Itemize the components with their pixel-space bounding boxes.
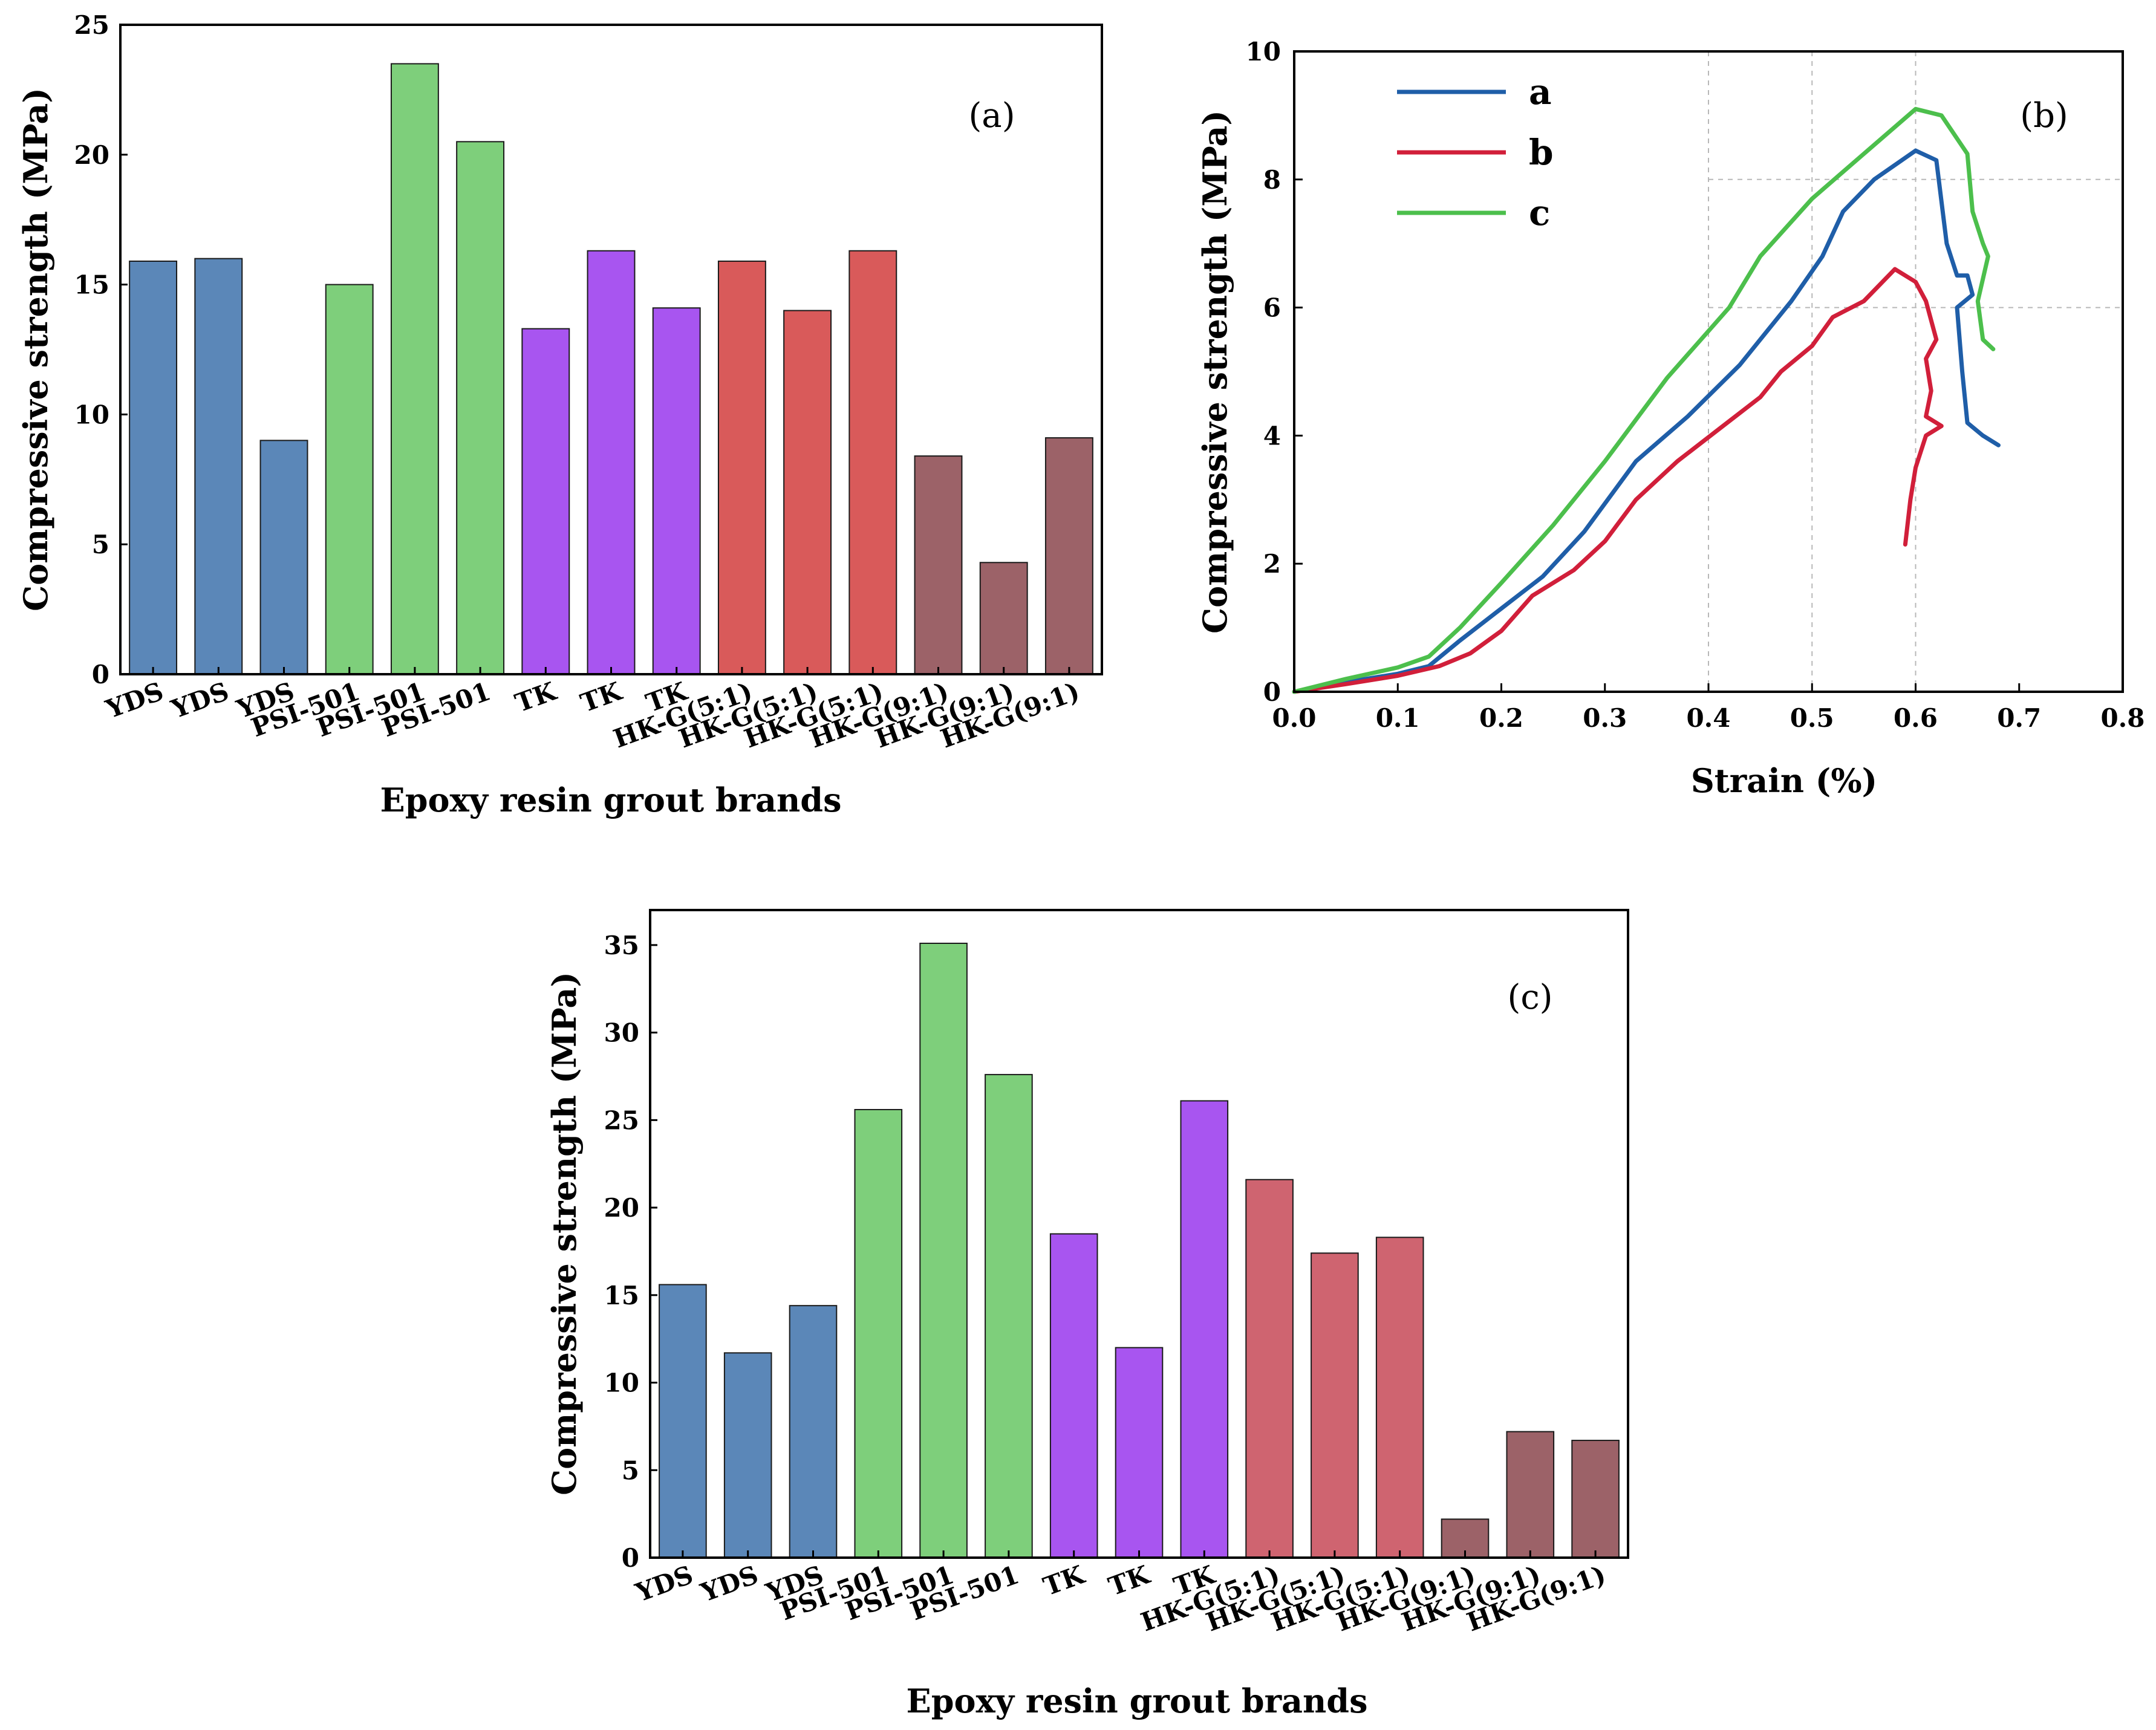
chart-a-panel-label: (a) — [968, 96, 1015, 135]
chart-a-x-axis-title: Epoxy resin grout brands — [380, 781, 842, 819]
chart-a-y-axis-title: Compressive strength (MPa) — [16, 88, 55, 611]
chart-b-x-axis-title: Strain (%) — [1691, 761, 1877, 800]
chart-b-x-tick-label: 0.1 — [1376, 703, 1420, 733]
chart-b-legend-label-b: b — [1529, 132, 1554, 173]
chart-a-bar — [194, 258, 243, 675]
chart-c-bar — [659, 1284, 707, 1559]
chart-c-bar — [985, 1074, 1033, 1558]
chart-a-bars — [129, 63, 1093, 675]
chart-c-y-tick-label: 0 — [622, 1543, 639, 1573]
chart-a-bar — [914, 455, 963, 675]
chart-c-bar — [1049, 1233, 1098, 1558]
chart-b-x-ticks: 0.0 0.1 0.2 0.3 0.4 0.5 0.6 0.7 0.8 — [1272, 683, 2145, 733]
chart-c-y-ticks: 0 5 10 15 20 25 30 35 — [604, 931, 657, 1573]
chart-a-bar — [259, 440, 308, 675]
chart-c-bar — [1311, 1252, 1359, 1559]
chart-a-y-tick-label: 20 — [74, 140, 109, 170]
chart-b-x-tick-label: 0.8 — [2100, 703, 2145, 733]
chart-b-y-tick-label: 8 — [1263, 165, 1281, 195]
chart-c-y-tick-label: 15 — [604, 1281, 639, 1310]
chart-c-y-tick-label: 20 — [604, 1193, 639, 1223]
chart-a-bar — [456, 141, 505, 675]
chart-a-bar — [1044, 437, 1093, 675]
chart-b-y-tick-label: 0 — [1263, 677, 1281, 707]
chart-c-bar — [1245, 1179, 1294, 1558]
chart-b-y-ticks: 0 2 4 6 8 10 — [1246, 37, 1303, 707]
chart-b-x-tick-label: 0.2 — [1479, 703, 1523, 733]
chart-c-y-tick-label: 30 — [604, 1018, 639, 1048]
chart-b-series-b-line — [1292, 267, 1944, 694]
chart-b-y-tick-label: 6 — [1263, 293, 1281, 323]
chart-a-bar — [390, 63, 439, 675]
chart-b-series-a-line — [1292, 148, 2001, 694]
chart-c-bar — [854, 1108, 903, 1558]
chart-a-bar — [783, 310, 832, 675]
chart-b-y-tick-label: 4 — [1263, 421, 1281, 450]
chart-c-y-tick-label: 5 — [622, 1455, 639, 1485]
chart-a-y-ticks: 0 5 10 15 20 25 — [74, 10, 128, 689]
chart-c-panel-label: (c) — [1507, 978, 1552, 1017]
chart-a-bar — [979, 562, 1028, 675]
chart-a-bar — [848, 250, 897, 675]
chart-c-x-axis-title: Epoxy resin grout brands — [907, 1682, 1368, 1720]
chart-a-y-tick-label: 0 — [92, 660, 109, 689]
chart-b-y-tick-label: 2 — [1263, 549, 1281, 579]
chart-b-x-tick-label: 0.0 — [1272, 703, 1316, 733]
chart-a-y-tick-label: 10 — [74, 400, 109, 429]
chart-b-x-tick-label: 0.4 — [1686, 703, 1730, 733]
chart-c-bar — [723, 1352, 772, 1559]
chart-b-y-tick-label: 10 — [1246, 37, 1281, 67]
chart-c-bar — [919, 942, 968, 1558]
chart-c-y-tick-label: 10 — [604, 1368, 639, 1398]
chart-c-bar — [1180, 1100, 1229, 1559]
chart-c-bar — [1375, 1237, 1424, 1558]
chart-c-bar — [1506, 1431, 1555, 1558]
chart-c: 0 5 10 15 20 25 30 35 YDS YDS YDSPSI-501PSI-501PS… — [545, 909, 1629, 1720]
chart-b-grid — [1708, 51, 2123, 692]
chart-a-bar — [717, 260, 766, 675]
chart-b-legend-label-c: c — [1529, 192, 1550, 233]
chart-a-y-tick-label: 5 — [92, 530, 109, 559]
chart-a-bar — [587, 250, 636, 675]
chart-b-legend-label-a: a — [1529, 71, 1552, 112]
chart-c-y-tick-label: 35 — [604, 931, 639, 960]
chart-c-y-tick-label: 25 — [604, 1105, 639, 1135]
chart-b-panel-label: (b) — [2020, 96, 2068, 135]
chart-a-bar — [652, 307, 701, 675]
chart-a-bar — [521, 328, 570, 675]
chart-c-bar — [789, 1305, 838, 1559]
chart-c-bar — [1115, 1347, 1164, 1559]
chart-b-y-axis-title: Compressive strength (MPa) — [1196, 110, 1234, 634]
chart-b-x-tick-label: 0.7 — [1997, 703, 2041, 733]
chart-a-y-tick-label: 25 — [74, 10, 109, 40]
chart-b-x-tick-label: 0.3 — [1583, 703, 1627, 733]
chart-b-x-tick-label: 0.6 — [1894, 703, 1938, 733]
chart-a-bar — [325, 284, 374, 675]
chart-b-lines — [1292, 106, 2001, 694]
chart-c-bar — [1571, 1440, 1620, 1559]
chart-b-x-tick-label: 0.5 — [1790, 703, 1834, 733]
chart-a-y-tick-label: 15 — [74, 270, 109, 300]
chart-c-y-axis-title: Compressive strength (MPa) — [545, 972, 584, 1495]
chart-b-legend: abc — [1397, 71, 1554, 233]
chart-a-bar — [129, 260, 178, 675]
chart-c-bars — [659, 942, 1620, 1559]
chart-b-series-c-line — [1292, 106, 1996, 694]
